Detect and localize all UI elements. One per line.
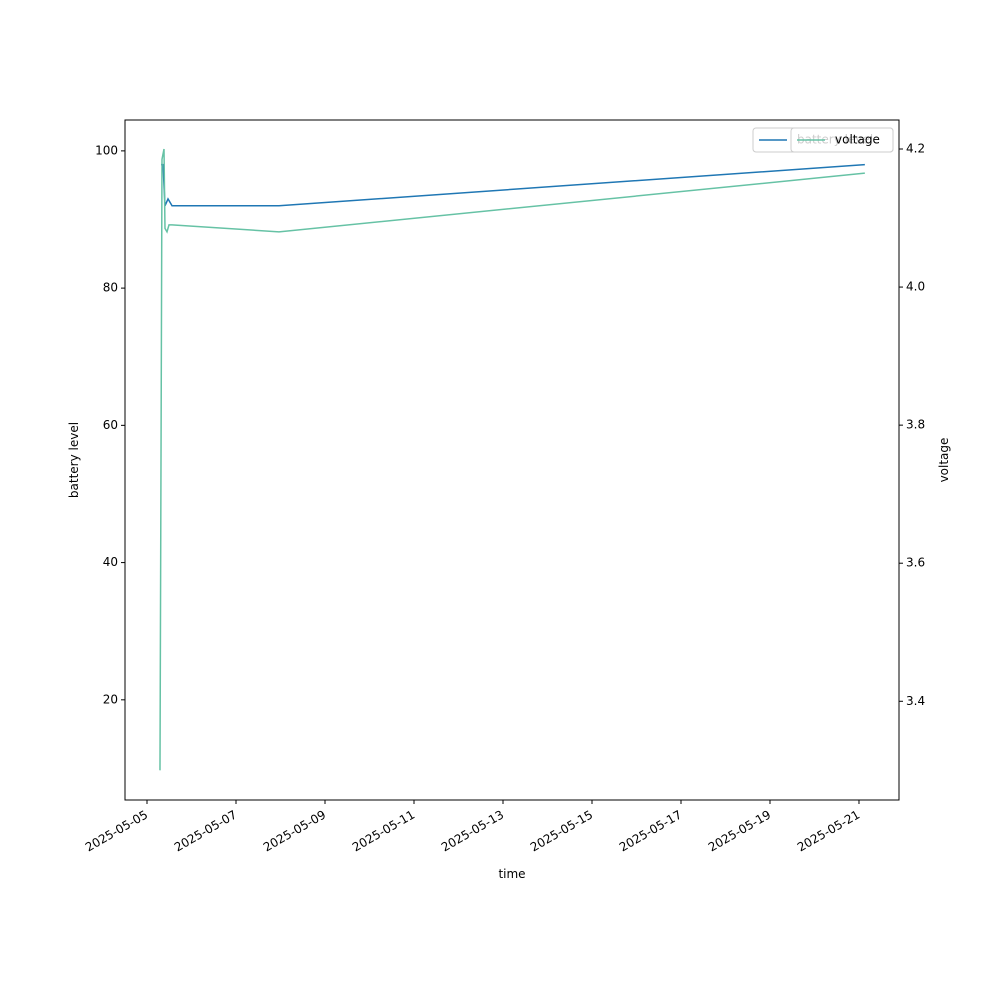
- y2-tick-label: 3.4: [906, 694, 925, 708]
- y2-axis-label: voltage: [937, 438, 951, 483]
- legend-label: voltage: [835, 133, 880, 147]
- y-axis-label: battery level: [67, 422, 81, 498]
- y-tick-label: 60: [103, 418, 118, 432]
- y-tick-label: 100: [95, 143, 118, 157]
- x-axis-label: time: [498, 867, 525, 881]
- y2-tick-label: 3.8: [906, 418, 925, 432]
- y-tick-label: 20: [103, 692, 118, 706]
- y2-tick-label: 4.2: [906, 141, 925, 155]
- y-tick-label: 80: [103, 281, 118, 295]
- legend-box: [790, 127, 894, 153]
- y2-tick-label: 4.0: [906, 280, 925, 294]
- data-line: [161, 163, 865, 207]
- plot-frame: [124, 119, 900, 801]
- y2-tick-label: 3.6: [906, 556, 925, 570]
- y-tick-label: 40: [103, 555, 118, 569]
- data-line: [159, 148, 865, 771]
